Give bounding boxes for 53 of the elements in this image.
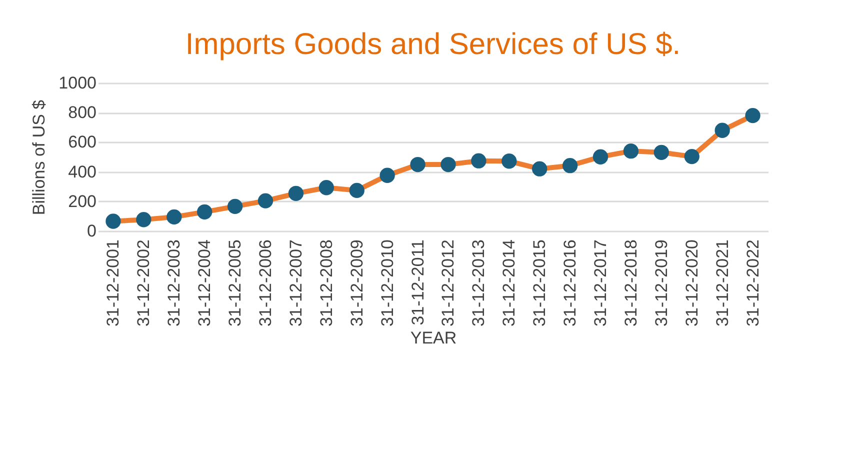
point xyxy=(592,149,608,164)
x-tick-label: 31-12-2005 xyxy=(226,240,245,326)
x-tick-label: 31-12-2016 xyxy=(560,240,580,326)
point xyxy=(654,144,669,160)
y-tick-label: 600 xyxy=(68,132,96,152)
point xyxy=(714,122,730,138)
y-axis-title: Billions of US $ xyxy=(30,99,49,216)
point xyxy=(318,180,334,196)
x-tick-label: 31-12-2001 xyxy=(104,240,123,326)
x-tick-label: 31-12-2003 xyxy=(164,240,184,326)
point xyxy=(227,198,243,214)
x-tick-label: 31-12-2004 xyxy=(195,240,214,326)
x-tick-label: 31-12-2010 xyxy=(378,240,397,326)
x-axis-title: YEAR xyxy=(410,328,457,348)
point xyxy=(106,214,121,229)
point xyxy=(288,186,304,201)
y-tick-label: 800 xyxy=(68,103,96,122)
point xyxy=(623,144,639,159)
x-tick-label: 31-12-2011 xyxy=(408,240,428,326)
point xyxy=(471,153,486,168)
y-tick-label: 400 xyxy=(68,162,96,182)
y-tick-label: 1000 xyxy=(58,74,96,92)
point xyxy=(380,168,395,183)
point xyxy=(197,204,212,220)
x-tick-label: 31-12-2022 xyxy=(743,240,762,326)
x-tick-label: 31-12-2015 xyxy=(530,240,550,326)
x-tick-label: 31-12-2017 xyxy=(591,240,610,326)
x-tick-label: 31-12-2009 xyxy=(347,240,366,326)
point xyxy=(532,161,548,176)
point xyxy=(166,209,182,225)
x-tick-label: 31-12-2012 xyxy=(438,240,458,326)
x-tick-label: 31-12-2013 xyxy=(469,240,488,326)
point xyxy=(410,156,426,172)
point xyxy=(440,156,456,172)
x-tick-label: 31-12-2021 xyxy=(712,240,732,326)
x-tick-label: 31-12-2014 xyxy=(500,240,519,326)
x-tick-label: 31-12-2007 xyxy=(286,240,306,326)
point xyxy=(684,148,700,164)
x-tick-label: 31-12-2006 xyxy=(256,240,275,326)
point xyxy=(136,212,152,228)
x-tick-label: 31-12-2002 xyxy=(134,240,154,326)
point xyxy=(745,108,760,124)
y-tick-label: 0 xyxy=(87,222,96,240)
point xyxy=(258,193,274,208)
y-tick-label: 200 xyxy=(68,192,96,211)
point xyxy=(349,182,364,198)
chart-title: Imports Goods and Services of US $. xyxy=(185,28,681,61)
x-tick-label: 31-12-2019 xyxy=(652,240,671,326)
x-tick-label: 31-12-2020 xyxy=(682,240,702,326)
point xyxy=(502,154,517,169)
x-tick-label: 31-12-2008 xyxy=(316,240,336,326)
point xyxy=(562,158,578,174)
x-tick-label: 31-12-2018 xyxy=(621,240,640,326)
